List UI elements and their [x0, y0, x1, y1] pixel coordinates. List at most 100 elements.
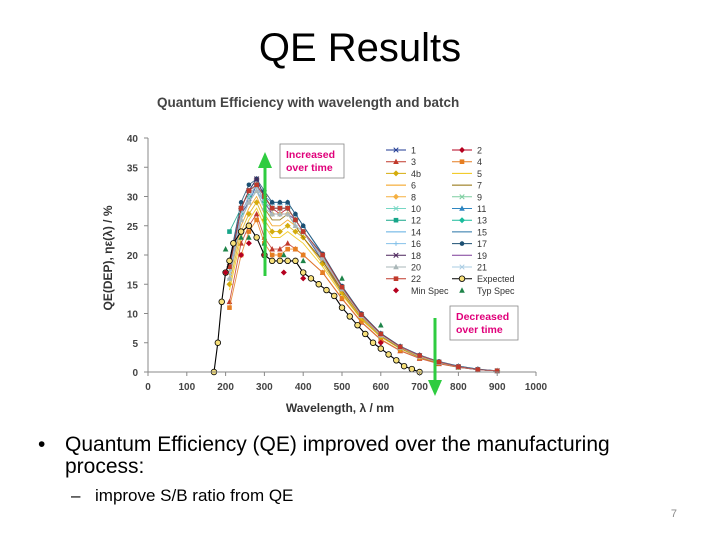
- legend-label: 7: [477, 181, 482, 191]
- legend-label: 22: [411, 274, 421, 284]
- legend-entry: 8: [386, 192, 416, 202]
- data-point: [246, 229, 252, 234]
- data-point: [245, 240, 252, 247]
- legend-entry: 20: [386, 263, 421, 273]
- legend-entry: 4: [452, 157, 482, 167]
- data-point: [277, 246, 283, 252]
- x-tick-label: 700: [411, 382, 428, 393]
- data-point: [238, 205, 244, 211]
- data-point: [227, 305, 232, 310]
- data-point: [459, 147, 465, 153]
- legend-label: 17: [477, 239, 487, 249]
- legend-label: 2: [477, 146, 482, 156]
- legend-entry: 9: [452, 192, 482, 202]
- data-point: [292, 257, 299, 265]
- data-point: [393, 193, 399, 200]
- data-point: [393, 147, 399, 153]
- data-point: [339, 284, 345, 290]
- legend-label: 18: [411, 251, 421, 261]
- data-point: [222, 269, 229, 276]
- data-point: [277, 200, 283, 205]
- legend-label: 4b: [411, 169, 421, 179]
- legend-entry: 12: [386, 216, 421, 226]
- data-point: [393, 357, 400, 364]
- y-tick-label: 5: [132, 339, 138, 350]
- x-tick-label: 200: [217, 382, 234, 393]
- bullet-2-text: improve S/B ratio from QE: [95, 486, 294, 505]
- data-point: [237, 228, 245, 235]
- data-point: [214, 339, 222, 346]
- legend-label: 12: [411, 216, 421, 226]
- decrease-arrow-head: [428, 380, 442, 396]
- y-axis-label: QE(DEP), ηε(λ) / %: [101, 205, 115, 310]
- data-point: [320, 252, 325, 258]
- data-point: [268, 257, 276, 265]
- data-point: [300, 229, 306, 234]
- chart-title: Quantum Efficiency with wavelength and b…: [157, 95, 459, 110]
- slide-title: QE Results: [258, 26, 462, 70]
- data-point: [417, 353, 422, 358]
- data-point: [400, 362, 408, 370]
- data-point: [246, 188, 252, 193]
- data-point: [436, 359, 442, 365]
- legend-entry: 21: [452, 263, 487, 273]
- data-point: [300, 223, 306, 229]
- legend-entry: 19: [452, 251, 487, 261]
- data-point: [459, 287, 465, 293]
- legend-entry: 11: [452, 204, 486, 214]
- bullet-list: • Quantum Efficiency (QE) improved over …: [38, 434, 678, 506]
- data-point: [393, 287, 399, 294]
- data-point: [245, 222, 253, 229]
- data-point: [393, 158, 399, 164]
- legend-entry: 5: [452, 169, 482, 179]
- data-point: [320, 270, 325, 275]
- data-point: [269, 205, 275, 211]
- x-tick-label: 300: [256, 382, 273, 393]
- legend-entry: Min Spec: [393, 286, 449, 296]
- data-point: [300, 257, 306, 264]
- legend-entry: 14: [386, 227, 421, 237]
- data-point: [238, 200, 244, 205]
- data-point: [359, 319, 364, 324]
- legend-entry: 17: [452, 239, 487, 249]
- data-point: [323, 286, 330, 294]
- data-point: [277, 252, 283, 258]
- bullet-item-2: – improve S/B ratio from QE: [38, 486, 678, 506]
- legend-entry: 3: [386, 157, 416, 167]
- legend-label: 13: [477, 216, 487, 226]
- data-point: [393, 205, 399, 212]
- data-point: [338, 304, 346, 311]
- data-point: [459, 264, 465, 270]
- x-axis-label: Wavelength, λ / nm: [286, 401, 394, 415]
- legend-label: 1: [411, 146, 416, 156]
- data-point: [339, 295, 345, 301]
- data-point: [276, 257, 284, 265]
- chart-svg: Quantum Efficiency with wavelength and b…: [90, 78, 568, 423]
- data-point: [269, 252, 275, 258]
- x-tick-label: 0: [145, 382, 151, 393]
- y-tick-label: 15: [127, 280, 139, 291]
- chart-figure: Quantum Efficiency with wavelength and b…: [90, 78, 568, 423]
- data-point: [269, 210, 275, 217]
- legend-label: 16: [411, 239, 421, 249]
- legend-label: 10: [411, 204, 421, 214]
- y-tick-label: 25: [127, 222, 139, 233]
- data-point: [393, 217, 399, 223]
- legend-entry: Typ Spec: [459, 286, 515, 296]
- increase-annotation-box: [279, 143, 345, 179]
- legend-label: 3: [411, 157, 416, 167]
- legend-label: 11: [477, 204, 486, 214]
- data-point: [346, 313, 353, 320]
- y-tick-label: 20: [127, 251, 139, 262]
- data-point: [284, 257, 291, 265]
- data-point: [408, 365, 416, 373]
- legend-label: 14: [411, 227, 421, 237]
- data-point: [393, 241, 399, 246]
- data-point: [222, 246, 229, 252]
- data-point: [285, 246, 290, 252]
- data-point: [226, 257, 233, 265]
- data-point: [226, 275, 233, 281]
- x-tick-label: 600: [372, 382, 389, 393]
